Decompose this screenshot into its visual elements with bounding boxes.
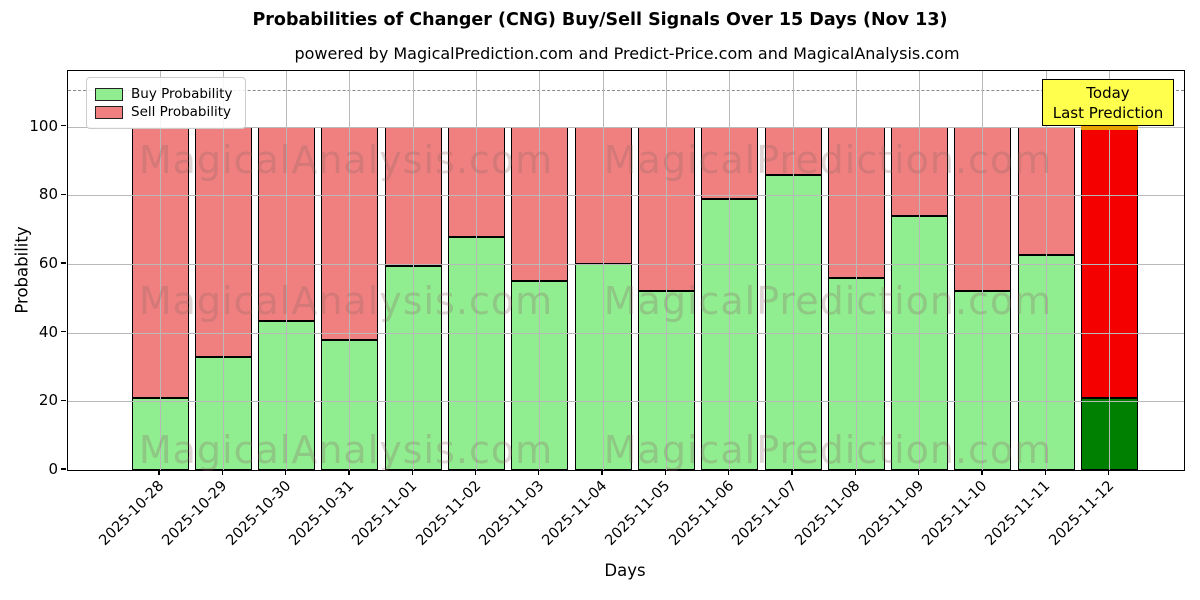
- x-tick-mark: [221, 470, 223, 475]
- chart-subtitle: powered by MagicalPrediction.com and Pre…: [294, 44, 960, 63]
- x-tick-mark: [348, 470, 350, 475]
- y-tick-label: 20: [38, 391, 58, 410]
- y-tick-mark: [61, 124, 66, 127]
- legend: Buy Probability Sell Probability: [86, 77, 246, 129]
- watermark-text: MagicalPrediction.com: [603, 428, 1053, 472]
- last-bar-top-edge: [1081, 126, 1138, 131]
- x-gridline: [602, 71, 604, 470]
- y-tick-label: 0: [48, 460, 58, 478]
- y-tick-mark: [61, 330, 66, 333]
- sell-color-swatch: [95, 105, 123, 119]
- legend-label-sell: Sell Probability: [131, 104, 232, 120]
- y-tick-label: 100: [29, 116, 58, 135]
- x-tick-mark: [1107, 470, 1110, 475]
- x-gridline: [1045, 71, 1047, 470]
- watermark-text: MagicalPrediction.com: [603, 138, 1053, 182]
- y-gridline: [68, 263, 1184, 265]
- x-gridline: [286, 71, 288, 470]
- x-tick-mark: [791, 470, 793, 475]
- legend-item-sell: Sell Probability: [95, 104, 237, 120]
- x-gridline: [792, 71, 794, 470]
- x-gridline: [855, 71, 857, 470]
- x-gridline: [412, 71, 414, 470]
- x-gridline: [222, 71, 224, 470]
- watermark-text: MagicalAnalysis.com: [138, 428, 554, 472]
- plot-area: Buy Probability Sell Probability Today L…: [67, 70, 1185, 471]
- x-gridline: [982, 71, 984, 470]
- x-gridline: [665, 71, 667, 470]
- x-tick-mark: [728, 470, 730, 475]
- y-tick-mark: [61, 193, 66, 195]
- legend-label-buy: Buy Probability: [131, 86, 233, 102]
- y-tick-mark: [61, 468, 66, 470]
- x-tick-mark: [601, 470, 603, 475]
- y-tick-mark: [61, 262, 66, 264]
- x-gridline: [539, 71, 541, 470]
- x-tick-mark: [917, 470, 920, 475]
- x-tick-mark: [664, 470, 667, 475]
- y-gridline: [68, 126, 1184, 128]
- x-tick-mark: [158, 470, 160, 475]
- x-tick-mark: [411, 470, 413, 475]
- y-gridline: [68, 195, 1184, 197]
- dashed-reference-line: [68, 89, 1184, 91]
- x-axis-title: Days: [604, 561, 646, 580]
- x-tick-mark: [854, 470, 856, 475]
- annotation-line-2: Last Prediction: [1052, 103, 1164, 122]
- watermark-text: MagicalAnalysis.com: [138, 279, 554, 323]
- watermark-text: MagicalAnalysis.com: [138, 138, 554, 182]
- annotation-line-1: Today: [1086, 83, 1130, 102]
- x-tick-mark: [981, 470, 983, 475]
- x-gridline: [919, 71, 921, 470]
- x-tick-mark: [1044, 470, 1046, 475]
- x-gridline: [349, 71, 351, 470]
- y-tick-label: 60: [38, 253, 58, 272]
- y-gridline: [68, 401, 1184, 403]
- today-annotation-box: Today Last Prediction: [1042, 79, 1174, 126]
- chart-title: Probabilities of Changer (CNG) Buy/Sell …: [252, 10, 948, 30]
- y-gridline: [68, 332, 1184, 334]
- x-gridline: [476, 71, 477, 470]
- x-tick-mark: [284, 470, 287, 475]
- y-tick-label: 40: [38, 322, 58, 341]
- legend-item-buy: Buy Probability: [95, 86, 237, 102]
- x-tick-mark: [474, 470, 477, 475]
- x-tick-mark: [538, 470, 540, 475]
- buy-color-swatch: [95, 87, 123, 101]
- x-gridline: [159, 71, 161, 470]
- watermark-text: MagicalPrediction.com: [603, 279, 1053, 323]
- x-gridline: [729, 71, 731, 470]
- y-tick-label: 80: [38, 185, 58, 204]
- x-gridline: [1109, 71, 1110, 470]
- y-tick-mark: [61, 399, 66, 402]
